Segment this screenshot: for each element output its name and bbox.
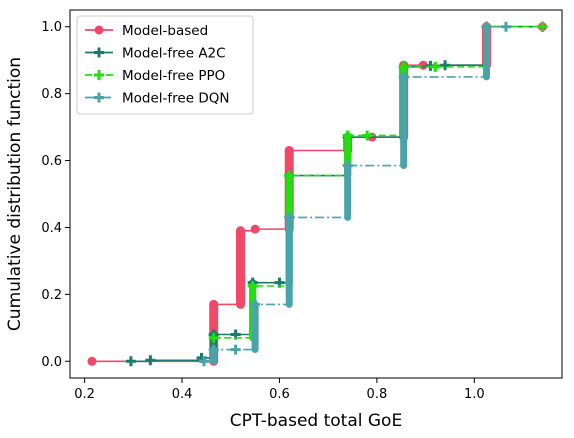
legend-swatch-marker: [94, 70, 104, 80]
y-tick-label: 0.6: [41, 154, 62, 169]
x-tick-label: 0.6: [269, 387, 290, 402]
data-point: [208, 332, 219, 343]
data-point: [209, 299, 219, 309]
y-tick-label: 0.4: [41, 221, 62, 236]
data-point: [398, 71, 409, 82]
legend-item: Model-free PPO: [85, 68, 225, 84]
data-point: [125, 356, 136, 367]
y-tick-label: 0.8: [41, 87, 62, 102]
y-tick-label: 0.2: [41, 288, 62, 303]
data-point: [284, 212, 295, 223]
series-model-free-dqn: [198, 21, 511, 367]
data-point: [481, 21, 492, 32]
x-tick-label: 0.2: [74, 387, 95, 402]
data-point: [500, 21, 511, 32]
legend-label: Model-based: [122, 23, 208, 39]
x-tick-label: 0.8: [367, 387, 388, 402]
x-axis-label: CPT-based total GoE: [230, 411, 402, 431]
legend-label: Model-free DQN: [122, 90, 229, 106]
data-point: [440, 60, 451, 71]
data-point: [208, 344, 219, 355]
y-tick-label: 1.0: [41, 20, 62, 35]
legend-label: Model-free PPO: [122, 68, 225, 84]
data-point: [198, 356, 209, 367]
data-point: [362, 130, 373, 141]
ticks-layer: 0.2 0.4 0.6 0.8 1.0 0.0 0.2 0.4 0.6 0.8 1.0: [41, 20, 484, 402]
data-point: [342, 130, 353, 141]
series-line: [213, 25, 543, 339]
legend-swatch-marker: [94, 92, 104, 103]
data-point: [430, 61, 441, 72]
data-point: [235, 226, 245, 236]
data-point: [87, 356, 97, 366]
series-model-free-ppo: [208, 21, 548, 343]
plot-frame: [69, 9, 563, 379]
legend-item: Model-free A2C: [85, 45, 226, 61]
data-point: [342, 160, 353, 171]
x-tick-label: 1.0: [464, 387, 485, 402]
x-tick-label: 0.4: [172, 387, 193, 402]
data-point: [284, 146, 294, 156]
series-layer: [87, 21, 548, 367]
legend-label: Model-free A2C: [122, 45, 226, 61]
y-axis-label: Cumulative distribution function: [5, 57, 25, 331]
legend-box: [76, 15, 254, 115]
data-point: [250, 299, 261, 310]
legend-item: Model-free DQN: [85, 90, 229, 106]
y-tick-label: 0.0: [41, 355, 62, 370]
legend-swatch-marker: [94, 25, 104, 35]
legend-item: Model-based: [85, 23, 208, 39]
data-point: [145, 355, 156, 366]
data-point: [247, 281, 258, 291]
legend-swatch-marker: [94, 47, 104, 58]
data-point: [537, 21, 548, 32]
data-point: [398, 61, 409, 72]
data-point: [230, 344, 241, 355]
data-point: [284, 170, 295, 181]
legend: Model-based Model-free A2C Model-free PPO M…: [76, 15, 254, 115]
data-point: [250, 224, 260, 234]
